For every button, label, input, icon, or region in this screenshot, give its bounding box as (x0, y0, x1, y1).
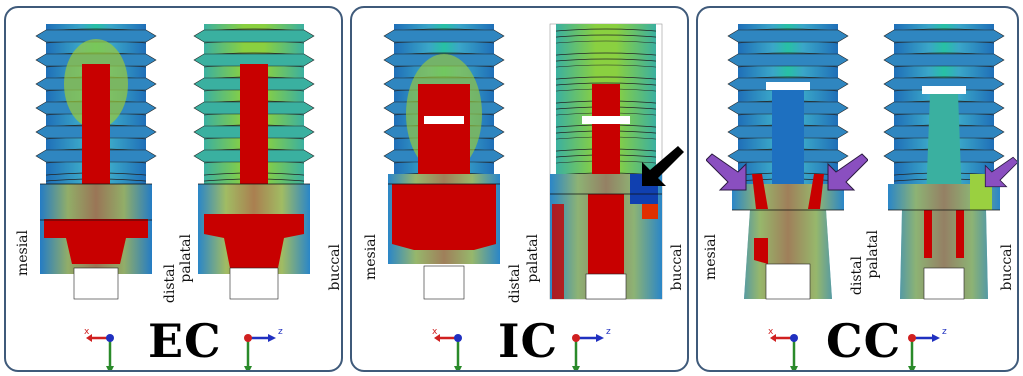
panel-cc: mesial distal palatal buccal x y CC z y (696, 6, 1019, 372)
axis-z-label: z (942, 327, 947, 337)
purple-arrow-icon (706, 153, 747, 191)
axis-z-label: z (606, 327, 611, 337)
axis-y-label: y (786, 369, 792, 372)
axis-y-label: y (568, 369, 574, 372)
zy-axes-icon: z y (904, 327, 947, 372)
purple-arrow-icon (984, 156, 1017, 188)
axis-y-label: y (904, 369, 910, 372)
view-label-buccal: buccal (999, 244, 1015, 291)
xy-axes-icon: x y (432, 327, 462, 372)
axis-y-label: y (240, 369, 246, 372)
panel-ic: mesial distal palatal buccal x y IC z y (350, 6, 689, 372)
model-label-cc: CC (826, 314, 902, 368)
view-label-palatal: palatal (525, 234, 541, 283)
xy-axes-icon: x y (768, 327, 798, 372)
stress-map-mesial-distal-ec (35, 24, 157, 300)
view-label-distal: distal (162, 264, 178, 304)
purple-arrow-icon (827, 153, 868, 191)
view-label-distal: distal (507, 264, 523, 304)
axis-y-label: y (102, 369, 108, 372)
stress-map-palatal-buccal-cc (883, 24, 1005, 300)
view-label-mesial: mesial (363, 234, 379, 281)
axis-x-label: x (768, 327, 774, 337)
model-label-ec: EC (148, 314, 222, 368)
axis-x-label: x (84, 327, 90, 337)
stress-map-mesial-distal-ic (383, 24, 505, 300)
zy-axes-icon: z y (240, 327, 283, 372)
axis-y-label: y (450, 369, 456, 372)
stress-map-palatal-buccal-ic (549, 23, 663, 300)
black-arrow-icon (642, 146, 684, 186)
xy-axes-icon: x y (84, 327, 114, 372)
panel-ec: mesial distal palatal buccal x y EC z y (4, 6, 343, 372)
view-label-distal: distal (849, 256, 865, 296)
view-label-palatal: palatal (178, 234, 194, 283)
view-label-buccal: buccal (669, 244, 685, 291)
axis-z-label: z (278, 327, 283, 337)
axis-x-label: x (432, 327, 438, 337)
view-label-mesial: mesial (15, 230, 31, 277)
zy-axes-icon: z y (568, 327, 611, 372)
view-label-buccal: buccal (327, 244, 343, 291)
stress-map-mesial-distal-cc (727, 24, 849, 300)
stress-map-palatal-buccal-ec (193, 24, 315, 300)
view-label-mesial: mesial (703, 234, 719, 281)
model-label-ic: IC (498, 314, 559, 368)
view-label-palatal: palatal (865, 230, 881, 279)
